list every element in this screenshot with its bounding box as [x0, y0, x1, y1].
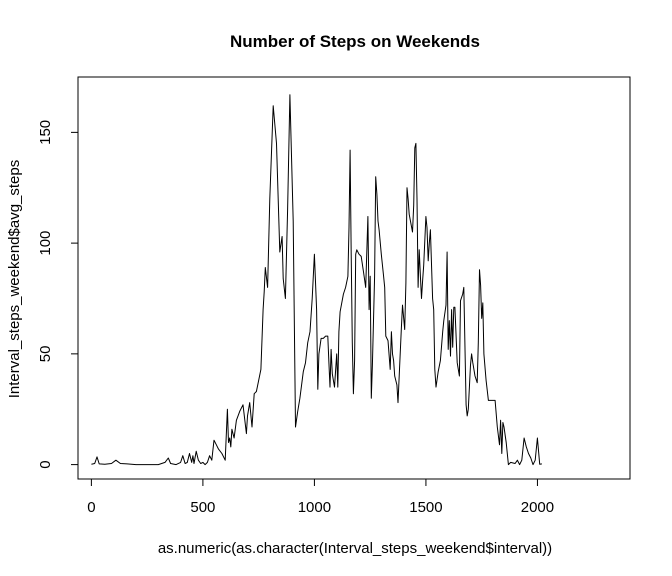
chart-title: Number of Steps on Weekends: [230, 32, 480, 51]
series-line-0: [91, 94, 542, 466]
y-tick-label: 0: [37, 460, 54, 468]
x-tick-label: 2000: [521, 499, 554, 516]
y-axis: 0 50 100 150: [37, 120, 79, 469]
y-tick-label: 50: [37, 346, 54, 363]
plot-frame: [77, 76, 631, 480]
x-axis-label: as.numeric(as.character(Interval_steps_w…: [158, 540, 552, 557]
x-tick-label: 1000: [298, 499, 331, 516]
y-axis-label: Interval_steps_weekend$avg_steps: [6, 160, 23, 399]
y-tick-label: 100: [37, 231, 54, 256]
x-tick-label: 0: [87, 499, 95, 516]
x-axis: 0 500 1000 1500 2000: [87, 478, 554, 516]
x-tick-label: 1500: [409, 499, 442, 516]
x-tick-label: 500: [190, 499, 215, 516]
plot-marks: [91, 94, 542, 466]
y-tick-label: 150: [37, 120, 54, 145]
